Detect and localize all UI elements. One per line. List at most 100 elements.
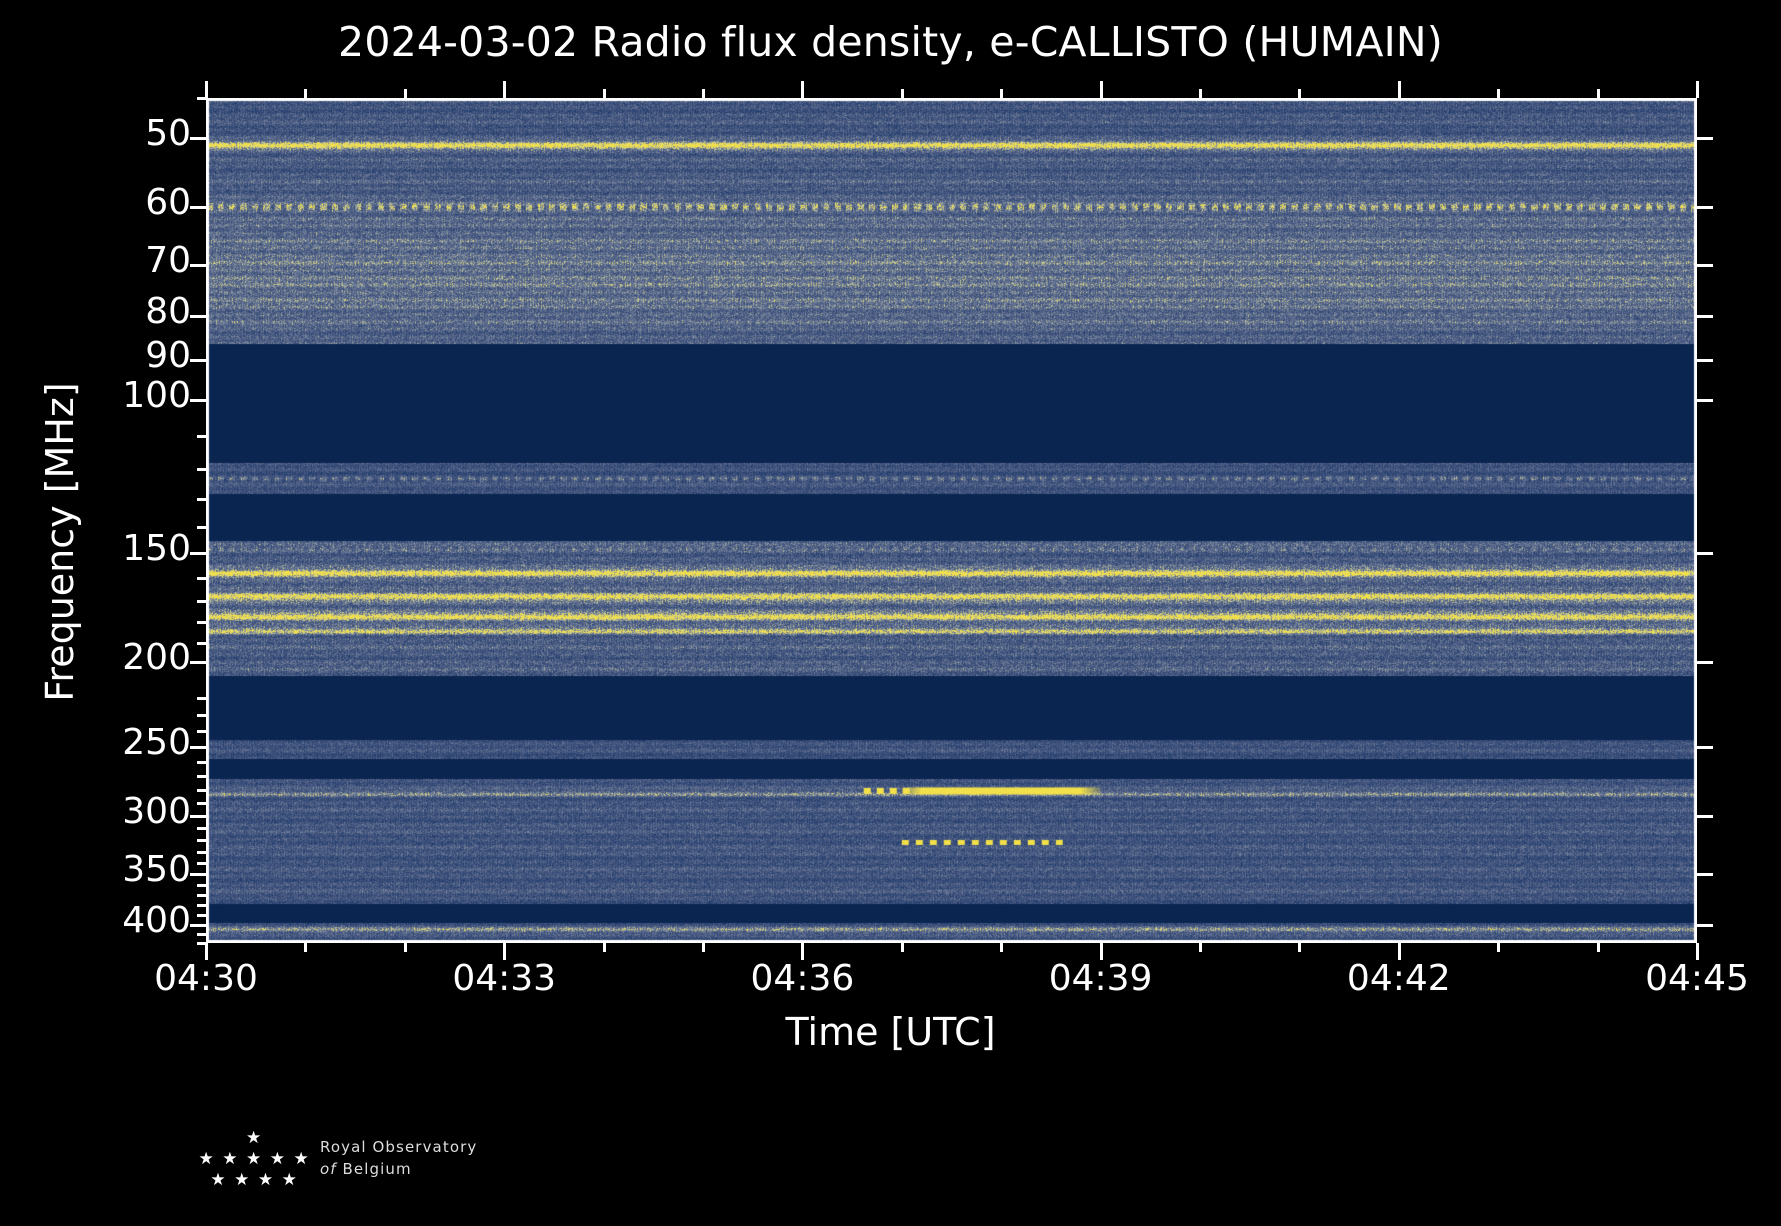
x-tick-label: 04:42 (1346, 958, 1451, 999)
y-minor-tick (197, 894, 206, 898)
y-right-tick (1697, 399, 1713, 403)
y-right-tick (1697, 314, 1713, 318)
x-tick-mark (801, 943, 805, 960)
royal-observatory-logo: ★ ★ ★ ★ ★ ★ ★ ★ ★ ★ Royal Observatory of Belgium (192, 1130, 612, 1200)
y-right-tick (1697, 264, 1713, 268)
y-tick-mark (190, 399, 206, 403)
y-right-tick (1697, 552, 1713, 556)
x-tick-label: 04:39 (1048, 958, 1153, 999)
y-minor-tick (197, 942, 206, 945)
y-tick-label: 350 (122, 849, 191, 891)
y-tick-mark (190, 552, 206, 556)
y-right-tick (1697, 136, 1713, 140)
y-minor-tick (197, 850, 206, 854)
y-minor-tick (197, 621, 206, 625)
y-right-tick (1697, 359, 1713, 363)
y-minor-tick (197, 714, 206, 718)
x-top-tick (1099, 81, 1103, 98)
x-tick-label: 04:33 (452, 958, 557, 999)
y-tick-label: 60 (145, 181, 191, 223)
y-minor-tick (197, 435, 206, 439)
y-tick-mark (190, 264, 206, 268)
y-minor-tick (197, 839, 206, 843)
x-top-tick (1397, 81, 1401, 98)
y-right-tick (1697, 205, 1713, 209)
x-minor-tick (900, 943, 904, 952)
x-top-tick (1000, 89, 1004, 98)
y-minor-tick (197, 599, 206, 603)
x-top-tick (1199, 89, 1202, 98)
spectrogram-canvas (206, 98, 1697, 943)
star-icon: ★ (281, 1170, 297, 1190)
y-minor-tick (197, 827, 206, 831)
y-tick-mark (190, 814, 206, 818)
y-tick-label: 400 (122, 899, 191, 941)
y-axis-label: Frequency [MHz] (38, 382, 82, 702)
y-tick-label: 250 (122, 721, 191, 763)
x-top-tick (403, 89, 407, 98)
y-tick-mark (190, 314, 206, 318)
star-icon: ★ (198, 1149, 214, 1169)
y-tick-label: 200 (122, 637, 191, 679)
x-tick-mark (205, 943, 208, 960)
y-minor-tick (197, 883, 206, 887)
x-minor-tick (1596, 943, 1600, 952)
y-tick-mark (190, 205, 206, 209)
y-minor-tick (197, 468, 206, 472)
x-minor-tick (1497, 943, 1501, 952)
logo-line-2: Belgium (342, 1160, 412, 1178)
y-tick-label: 150 (122, 528, 191, 570)
y-minor-tick (197, 498, 206, 502)
star-icon: ★ (269, 1149, 285, 1169)
star-icon: ★ (234, 1170, 250, 1190)
y-tick-mark (190, 136, 206, 140)
x-top-tick (205, 81, 208, 98)
y-minor-tick (197, 760, 206, 764)
y-minor-tick (197, 697, 206, 701)
y-right-tick (1697, 745, 1713, 749)
page-title: 2024-03-02 Radio flux density, e-CALLIST… (338, 18, 1443, 66)
x-tick-label: 04:45 (1645, 958, 1749, 999)
y-tick-label: 70 (145, 240, 191, 282)
x-minor-tick (1298, 943, 1302, 952)
y-minor-tick (197, 932, 206, 936)
y-right-tick (1697, 661, 1713, 665)
y-minor-tick (197, 913, 206, 917)
x-top-tick (900, 89, 904, 98)
x-top-tick (1497, 89, 1501, 98)
logo-line-2-italic: of (320, 1160, 337, 1178)
x-minor-tick (1199, 943, 1202, 952)
y-tick-mark (190, 923, 206, 927)
x-top-tick (1696, 81, 1699, 98)
y-right-tick (1697, 923, 1713, 927)
y-minor-tick (197, 904, 206, 908)
x-axis-label: Time [UTC] (785, 1010, 996, 1054)
y-tick-label: 90 (145, 335, 191, 377)
star-icon: ★ (246, 1128, 262, 1148)
logo-line-1: Royal Observatory (320, 1138, 478, 1156)
y-tick-mark (190, 873, 206, 877)
y-minor-tick (197, 788, 206, 792)
x-minor-tick (702, 943, 705, 952)
y-minor-tick (197, 730, 206, 734)
x-minor-tick (304, 943, 308, 952)
star-icon: ★ (210, 1170, 226, 1190)
y-minor-tick (197, 641, 206, 645)
x-tick-label: 04:30 (154, 958, 258, 999)
y-minor-tick (197, 801, 206, 805)
y-tick-label: 100 (122, 375, 191, 417)
y-minor-tick (197, 862, 206, 866)
x-top-tick (1596, 89, 1600, 98)
x-minor-tick (1000, 943, 1004, 952)
y-right-tick (1697, 873, 1713, 877)
y-tick-mark (190, 745, 206, 749)
x-tick-label: 04:36 (750, 958, 855, 999)
y-minor-tick (197, 97, 206, 100)
x-top-tick (801, 81, 805, 98)
x-tick-mark (1397, 943, 1401, 960)
x-minor-tick (403, 943, 407, 952)
x-top-tick (702, 89, 705, 98)
y-tick-label: 300 (122, 790, 191, 832)
spectrogram-plot[interactable] (206, 98, 1697, 943)
